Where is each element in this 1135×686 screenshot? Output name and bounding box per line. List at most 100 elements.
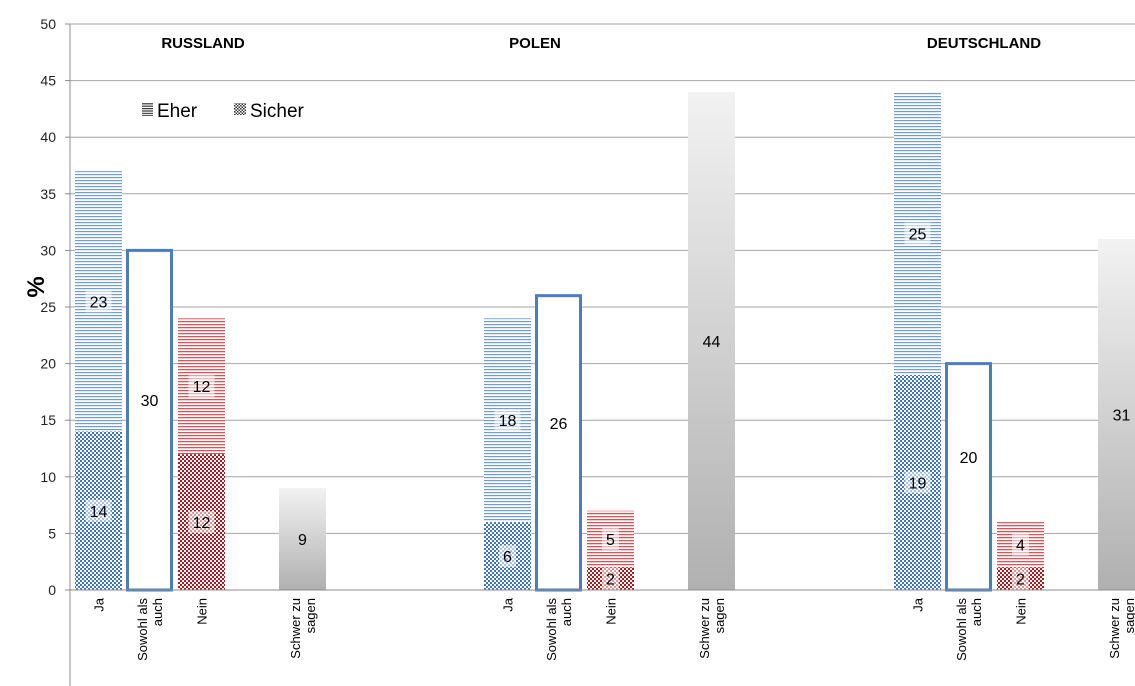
schwer-bar (688, 91, 735, 591)
x-category-line: auch (559, 598, 574, 626)
y-tick-label: 5 (48, 525, 56, 541)
x-category-line: sagen (712, 598, 727, 633)
x-category-line: Ja (501, 597, 516, 612)
legend-eher-label: Eher (157, 101, 198, 122)
panel-titles: RUSSLAND POLEN DEUTSCHLAND (161, 35, 1041, 52)
legend-sicher-label: Sicher (250, 101, 305, 122)
schwer-bar (279, 488, 326, 590)
y-tick-label: 10 (40, 469, 56, 485)
nein-eher-label-bg (188, 375, 215, 398)
x-category-labels: Ja Sowohl als auch Nein Schwer zu sagen Ja Sowo… (92, 597, 1135, 661)
x-category-line: Schwer zu (288, 598, 303, 659)
x-category-line: Nein (604, 598, 619, 625)
x-category-label: Nein (1014, 598, 1029, 625)
x-category-label: Schwer zu sagen (697, 598, 727, 659)
nein-eher-label-group: 4 (1012, 533, 1029, 556)
x-category-label: Sowohl als auch (544, 598, 574, 661)
ja-sicher-label: 19 (909, 475, 927, 492)
nein-eher-label-group: 5 (602, 528, 619, 551)
sowohl-label-group: 26 (550, 416, 568, 433)
panel-title: RUSSLAND (161, 35, 245, 52)
ja-eher-label: 25 (909, 226, 927, 243)
y-axis-ticks: 0 5 10 15 20 25 30 35 40 45 50 (40, 16, 70, 598)
x-category-line: sagen (1122, 598, 1135, 633)
nein-sicher-label-group: 2 (1012, 567, 1029, 590)
x-category-label: Schwer zu sagen (1107, 598, 1135, 659)
ja-eher-label-group: 25 (904, 222, 931, 245)
x-category-line: Sowohl als (544, 598, 559, 661)
x-category-label: Ja (92, 597, 107, 612)
sowohl-label-group: 20 (960, 450, 978, 467)
y-tick-label: 35 (40, 186, 56, 202)
ja-sicher-label-bg (85, 499, 112, 522)
schwer-label: 44 (703, 334, 721, 351)
legend-sicher-swatch (234, 103, 246, 115)
x-category-line: Sowohl als (954, 598, 969, 661)
x-category-label: Schwer zu sagen (288, 598, 318, 659)
x-category-line: Nein (1014, 598, 1029, 625)
nein-sicher-label: 2 (1016, 572, 1025, 589)
sowohl-label: 26 (550, 416, 568, 433)
nein-sicher-label-group: 2 (602, 567, 619, 590)
sowohl-bar (126, 248, 173, 592)
y-axis-label: % (23, 276, 50, 297)
nein-eher-label-group: 12 (188, 375, 215, 398)
x-category-line: Schwer zu (1107, 598, 1122, 659)
data-labels: 23 14 30 12 12 9 18 6 26 5 2 44 25 19 20 4 2 31 (85, 222, 1131, 590)
x-category-line: Nein (195, 598, 210, 625)
ja-eher-label-bg (904, 222, 931, 245)
ja-eher-label-bg (85, 290, 112, 313)
nein-sicher-label: 12 (193, 515, 211, 532)
x-category-label: Sowohl als auch (954, 598, 984, 661)
ja-sicher-label-group: 6 (499, 545, 516, 568)
x-category-label: Sowohl als auch (135, 598, 165, 661)
ja-sicher-label-group: 14 (85, 499, 112, 522)
x-category-line: Sowohl als (135, 598, 150, 661)
nein-sicher-label-bg (1012, 567, 1029, 590)
y-tick-label: 15 (40, 412, 56, 428)
x-category-line: sagen (303, 598, 318, 633)
ja-eher-label: 23 (90, 294, 108, 311)
x-category-line: auch (150, 598, 165, 626)
x-category-line: Ja (911, 597, 926, 612)
y-tick-label: 45 (40, 73, 56, 89)
schwer-label: 9 (298, 532, 307, 549)
nein-sicher-label: 2 (606, 572, 615, 589)
panel-title: POLEN (509, 35, 561, 52)
y-tick-label: 40 (40, 129, 56, 145)
ja-eher-label: 18 (499, 413, 517, 430)
ja-sicher-label-group: 19 (904, 471, 931, 494)
nein-sicher-label-bg (602, 567, 619, 590)
sowohl-bar (535, 294, 582, 592)
ja-sicher-label-bg (499, 545, 516, 568)
sowohl-bar (945, 362, 992, 592)
x-category-line: Ja (92, 597, 107, 612)
ja-sicher-label: 14 (90, 504, 108, 521)
gridlines (70, 23, 1135, 534)
y-tick-label: 0 (48, 582, 56, 598)
nein-eher-label: 5 (606, 532, 615, 549)
nein-sicher-label-bg (188, 511, 215, 534)
ja-sicher-label-bg (904, 471, 931, 494)
y-tick-label: 20 (40, 356, 56, 372)
y-tick-label: 25 (40, 299, 56, 315)
nein-eher-label-bg (1012, 533, 1029, 556)
schwer-bar (1098, 239, 1135, 590)
nein-eher-label: 4 (1016, 538, 1025, 555)
x-category-label: Ja (911, 597, 926, 612)
schwer-label-group: 9 (298, 532, 307, 549)
legend-eher-swatch (142, 103, 153, 116)
ja-eher-label-group: 18 (494, 409, 521, 432)
schwer-label-group: 44 (703, 334, 721, 351)
ja-sicher-label: 6 (503, 549, 512, 566)
x-category-line: auch (969, 598, 984, 626)
nein-eher-label-bg (602, 528, 619, 551)
ja-eher-label-group: 23 (85, 290, 112, 313)
sowohl-label-group: 30 (141, 393, 159, 410)
x-category-label: Nein (195, 598, 210, 625)
x-category-line: Schwer zu (697, 598, 712, 659)
sowohl-label: 30 (141, 393, 159, 410)
x-category-label: Nein (604, 598, 619, 625)
panel-title: DEUTSCHLAND (927, 35, 1041, 52)
